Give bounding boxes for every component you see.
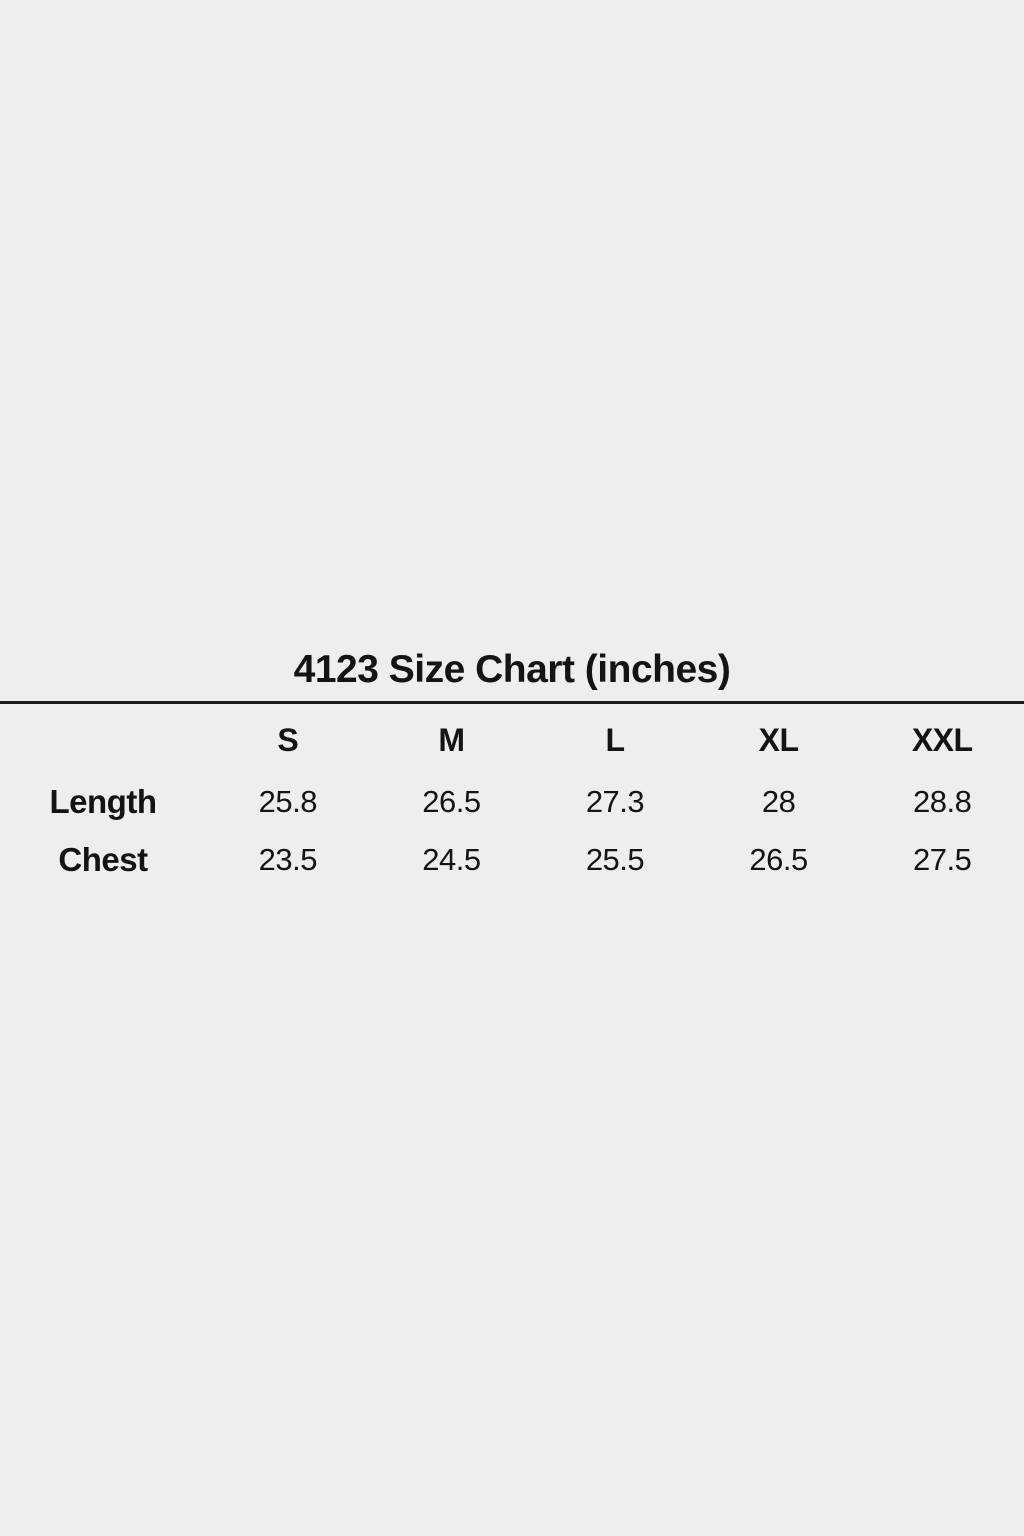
size-value: 27.5 — [913, 841, 972, 877]
size-value: 27.3 — [585, 783, 645, 819]
size-value: 28 — [761, 783, 796, 819]
column-header: XL — [758, 722, 799, 758]
size-value: 26.5 — [422, 783, 481, 819]
column-header: S — [277, 722, 299, 758]
row-label: Chest — [58, 840, 148, 878]
column-header: L — [605, 722, 625, 758]
size-table: S M L XL XXL Length 25.8 26.5 27.3 28 28.8 Chest 23.… — [0, 708, 1024, 888]
size-chart-title: 4123 Size Chart (inches) — [293, 648, 731, 691]
size-value: 26.5 — [749, 841, 808, 877]
column-header: XXL — [911, 722, 973, 758]
size-value: 24.5 — [422, 841, 481, 877]
title-divider — [0, 701, 1024, 704]
row-label: Length — [49, 782, 157, 820]
size-value: 25.8 — [258, 783, 318, 819]
size-value: 25.5 — [585, 841, 645, 877]
column-header: M — [438, 722, 465, 758]
size-value: 28.8 — [913, 783, 972, 819]
size-value: 23.5 — [258, 841, 318, 877]
